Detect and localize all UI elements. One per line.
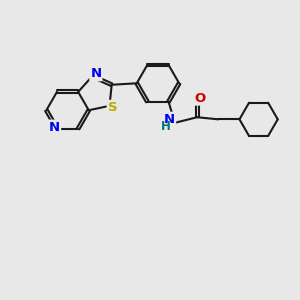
- Text: H: H: [160, 120, 170, 133]
- Text: N: N: [49, 121, 60, 134]
- Text: O: O: [194, 92, 206, 105]
- Text: N: N: [90, 67, 101, 80]
- Text: S: S: [108, 101, 117, 114]
- Text: N: N: [164, 113, 175, 126]
